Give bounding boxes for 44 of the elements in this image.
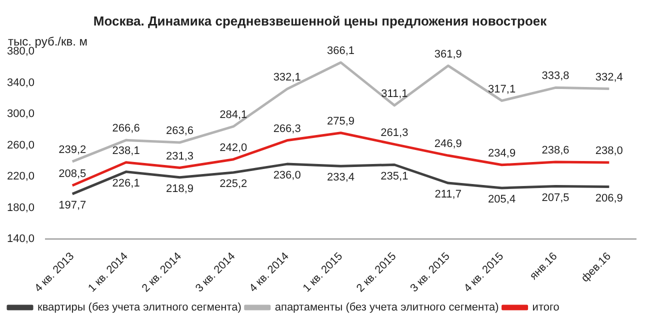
data-label: 284,1	[220, 109, 248, 122]
data-label: 225,2	[220, 178, 248, 190]
legend-label: квартиры (без учета элитного сегмента)	[38, 302, 242, 314]
data-label: 332,1	[273, 72, 301, 84]
legend-label: апартаменты (без учета элитного сегмента)	[274, 302, 499, 314]
data-label: 366,1	[327, 44, 355, 57]
data-label: 263,6	[166, 125, 194, 138]
y-tick-label: 300,0	[6, 108, 35, 120]
data-label: 333,8	[542, 70, 570, 82]
data-label: 238,0	[595, 145, 623, 158]
data-label: 211,7	[434, 188, 462, 201]
data-label: 226,1	[112, 177, 140, 190]
data-label: 233,4	[327, 172, 355, 184]
data-label: 235,1	[380, 170, 408, 182]
y-tick-label: 260,0	[6, 139, 35, 152]
data-label: 238,6	[542, 144, 570, 157]
data-label: 208,5	[58, 168, 86, 180]
y-tick-label: 180,0	[6, 202, 35, 214]
data-label: 206,9	[595, 192, 623, 204]
data-label: 261,3	[380, 126, 408, 139]
data-label: 332,4	[595, 71, 623, 84]
data-label: 317,1	[488, 83, 516, 96]
y-tick-label: 340,0	[6, 76, 35, 89]
data-label: 231,3	[166, 150, 194, 162]
chart-title: Москва. Динамика средневзвешенной цены предложения новостроек	[93, 13, 548, 28]
data-label: 197,7	[58, 199, 86, 212]
data-label: 311,1	[381, 88, 408, 100]
data-label: 205,4	[488, 193, 516, 206]
data-label: 242,0	[220, 142, 248, 154]
data-label: 266,6	[112, 122, 140, 135]
data-label: 218,9	[166, 182, 194, 195]
data-label: 275,9	[327, 115, 355, 128]
y-tick-label: 220,0	[6, 170, 35, 183]
data-label: 234,9	[488, 147, 516, 160]
y-tick-label: 140,0	[6, 233, 35, 246]
data-label: 236,0	[273, 170, 301, 182]
data-label: 361,9	[434, 48, 462, 60]
data-label: 239,2	[58, 144, 86, 156]
data-label: 246,9	[434, 138, 462, 150]
y-tick-label: 380,0	[6, 46, 35, 58]
data-label: 207,5	[542, 192, 570, 204]
data-label: 238,1	[112, 144, 140, 157]
legend-label: итого	[532, 302, 560, 314]
data-label: 266,3	[273, 122, 301, 135]
